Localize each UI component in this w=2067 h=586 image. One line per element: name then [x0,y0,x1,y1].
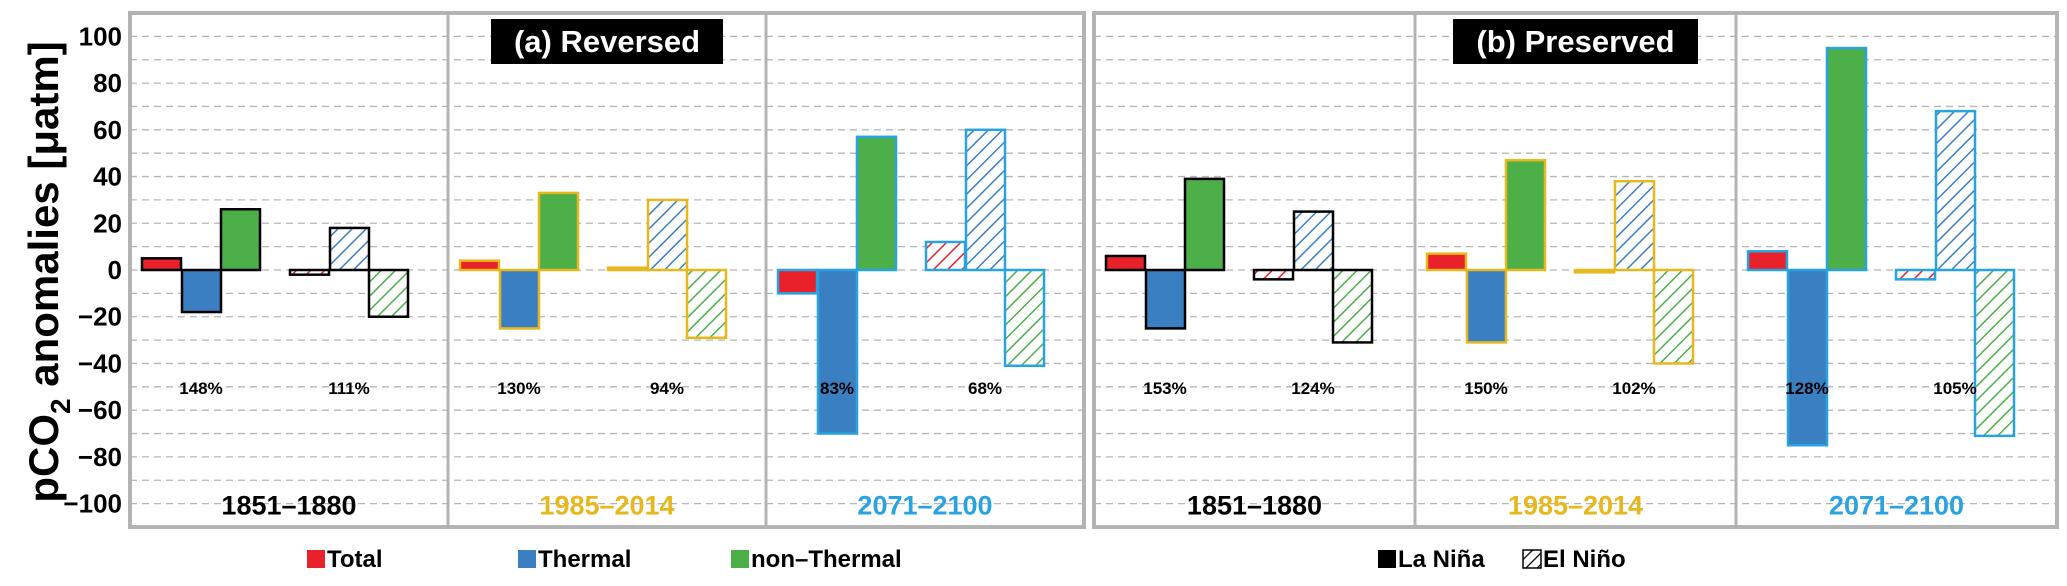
bar-thermal-el-nino [646,198,689,272]
panel-title: (b) Preserved [1476,24,1674,59]
panel-frame [128,11,1086,529]
bars [140,46,2016,447]
bar-total-el-nino [924,240,967,272]
y-tick-label: −100 [63,489,122,519]
panel-frame [1092,11,2059,529]
y-tick-label: −40 [78,348,122,378]
legend-label-la-nina: La Niña [1398,546,1485,573]
bar-total-el-nino [288,268,331,276]
y-axis-label-main: pCO [20,414,67,503]
percent-label: 148% [179,379,222,398]
bar-thermal-la-nina [1465,268,1508,344]
bar-non-thermal-el-nino [1973,268,2016,438]
y-tick-label: 100 [79,21,122,51]
bar-total-la-nina [140,257,183,272]
percent-label: 105% [1933,379,1976,398]
bar-thermal-la-nina [498,268,541,330]
bar-thermal-la-nina [816,268,859,435]
bar-total-la-nina [776,268,819,295]
bar-non-thermal-el-nino [1652,268,1695,365]
period-label: 2071–2100 [857,491,992,521]
bar-non-thermal-el-nino [367,268,410,318]
bar-total-la-nina [1104,254,1147,272]
legend-swatch-el-nino [1522,549,1542,569]
percent-label: 153% [1143,379,1186,398]
percent-label: 128% [1785,379,1828,398]
period-label: 1985–2014 [1508,491,1643,521]
percent-label: 94% [650,379,684,398]
bar-non-thermal-la-nina [855,135,898,272]
chart-labels: 148% 111% 1851–1880 130% 94% 1985–2014 83% 68% 2… [179,19,1977,521]
percent-label: 102% [1612,379,1655,398]
bar-non-thermal-la-nina [1825,46,1868,272]
legend-label-non-thermal: non–Thermal [751,546,902,573]
bar-non-thermal-el-nino [685,268,728,340]
period-label: 2071–2100 [1829,491,1964,521]
percent-label: 124% [1291,379,1334,398]
panel-title-box [491,19,723,64]
panel-frames [128,11,2059,529]
period-label: 1851–1880 [1187,491,1322,521]
bar-total-la-nina [1746,250,1789,272]
y-tick-label: −80 [78,442,122,472]
bar-thermal-la-nina [180,268,223,314]
legend-swatch-total [307,550,325,568]
bar-total-el-nino [1894,268,1937,281]
y-tick-label: −20 [78,302,122,332]
legend: Total Thermal non–Thermal La Niña El Niñ… [307,546,1626,573]
percent-label: 130% [497,379,540,398]
legend-label-el-nino: El Niño [1543,546,1626,573]
legend-label-total: Total [327,546,383,573]
bar-non-thermal-el-nino [1003,268,1046,368]
percent-label: 111% [328,379,370,398]
percent-label: 68% [968,379,1002,398]
y-axis-label: pCO2 anomalies [μatm] [20,41,76,502]
panel-title-box [1453,19,1698,64]
y-tick-label: 0 [108,255,122,285]
bar-thermal-el-nino [964,128,1007,272]
bar-thermal-el-nino [1934,109,1977,272]
bar-non-thermal-la-nina [1183,177,1226,272]
y-axis-ticks: −100 −80 −60 −40 −20 0 20 40 60 80 100 [63,21,122,518]
bar-thermal-la-nina [1144,268,1187,330]
bar-total-el-nino [1252,268,1295,281]
bar-total-el-nino [1573,268,1616,274]
legend-swatch-thermal [518,550,536,568]
y-axis-label-sub: 2 [45,398,76,414]
y-tick-label: 60 [93,115,122,145]
legend-swatch-la-nina [1378,550,1396,568]
bar-thermal-la-nina [1786,268,1829,447]
y-tick-label: 80 [93,68,122,98]
bar-non-thermal-el-nino [1331,268,1374,344]
period-label: 1985–2014 [539,491,674,521]
y-tick-label: −60 [78,395,122,425]
y-tick-label: 20 [93,208,122,238]
percent-label: 150% [1464,379,1507,398]
bar-thermal-el-nino [1613,179,1656,272]
legend-label-thermal: Thermal [538,546,631,573]
y-tick-label: 40 [93,162,122,192]
bar-non-thermal-la-nina [1504,158,1547,272]
bar-thermal-el-nino [328,226,371,272]
y-axis-label-rest: anomalies [μatm] [20,41,67,398]
bar-non-thermal-la-nina [537,191,580,272]
bar-total-la-nina [1425,252,1468,272]
period-label: 1851–1880 [221,491,356,521]
panel-title: (a) Reversed [514,24,700,59]
bar-total-el-nino [606,266,649,272]
legend-swatch-non-thermal [731,550,749,568]
bar-thermal-el-nino [1292,210,1335,272]
bar-non-thermal-la-nina [219,208,262,272]
percent-label: 83% [820,379,854,398]
bar-total-la-nina [458,259,501,272]
